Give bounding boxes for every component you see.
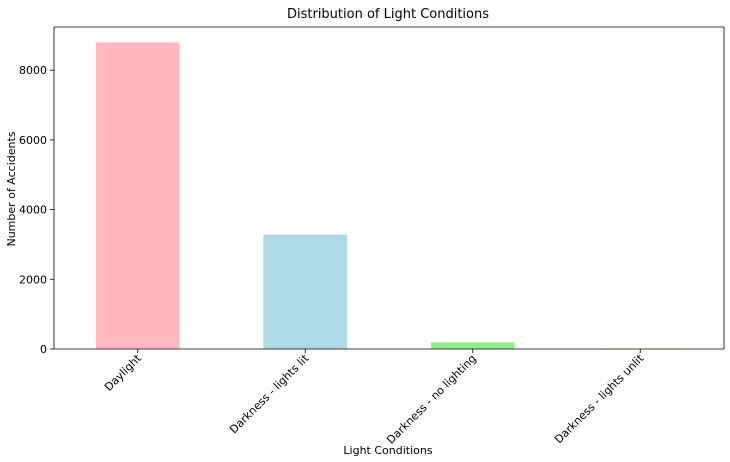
y-axis-label: Number of Accidents [5, 131, 18, 246]
y-axis: 0 2000 4000 6000 8000 [19, 64, 54, 356]
y-tick-label: 0 [40, 343, 47, 356]
y-tick-label: 8000 [19, 64, 47, 77]
x-axis-label: Light Conditions [343, 444, 432, 457]
y-tick-label: 4000 [19, 204, 47, 217]
chart-title: Distribution of Light Conditions [287, 7, 489, 22]
y-tick-label: 6000 [19, 134, 47, 147]
bar-3 [430, 342, 515, 349]
bar-2 [263, 234, 348, 349]
y-tick-label: 2000 [19, 273, 47, 286]
bar-1 [95, 42, 180, 349]
